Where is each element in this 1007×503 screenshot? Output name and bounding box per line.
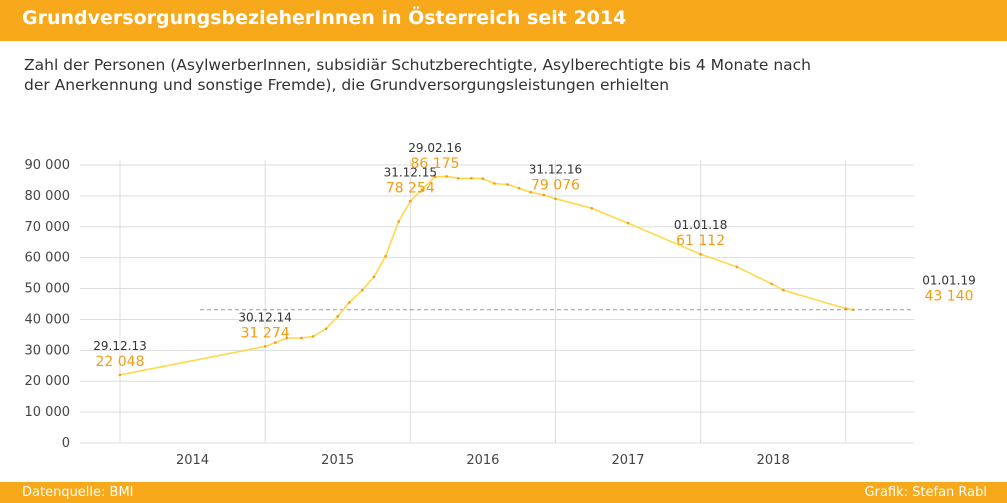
data-point bbox=[481, 177, 485, 180]
data-point bbox=[409, 199, 412, 203]
annotation-value: 61 112 bbox=[676, 233, 725, 249]
footer-bar: Datenquelle: BMI Grafik: Stefan Rabl bbox=[0, 482, 1007, 503]
data-point bbox=[590, 206, 594, 210]
y-tick-label: 0 bbox=[62, 436, 70, 451]
y-tick-label: 70 000 bbox=[25, 220, 71, 235]
data-point bbox=[324, 327, 328, 331]
data-point bbox=[118, 373, 122, 377]
line-chart: 0 10 000 20 000 30 000 40 000 50 000 60 000 70 … bbox=[25, 141, 976, 468]
data-point bbox=[263, 345, 267, 348]
data-point bbox=[348, 301, 351, 304]
data-point bbox=[517, 186, 521, 190]
data-point bbox=[493, 182, 496, 185]
subtitle-line-1: Zahl der Personen (AsylwerberInnen, subs… bbox=[24, 56, 811, 74]
y-tick-label: 20 000 bbox=[25, 374, 71, 389]
annotation-value: 43 140 bbox=[925, 289, 974, 305]
annotation-value: 79 076 bbox=[531, 178, 580, 194]
annotation-value: 31 274 bbox=[241, 325, 290, 341]
data-point bbox=[782, 288, 785, 292]
data-point bbox=[542, 193, 546, 197]
data-point bbox=[397, 220, 400, 223]
data-point bbox=[372, 275, 376, 279]
data-point bbox=[420, 188, 424, 192]
annotation-value: 78 254 bbox=[386, 180, 435, 196]
data-source: Datenquelle: BMI bbox=[22, 485, 134, 500]
annotation-date: 29.02.16 bbox=[408, 141, 461, 155]
annotation-value: 86 175 bbox=[410, 156, 459, 172]
y-tick-label: 90 000 bbox=[25, 158, 71, 173]
chart-subtitle: Zahl der Personen (AsylwerberInnen, subs… bbox=[24, 55, 864, 95]
data-point bbox=[626, 221, 630, 225]
y-tick-label: 80 000 bbox=[25, 189, 71, 204]
x-tick-label: 2016 bbox=[466, 453, 499, 468]
data-point bbox=[529, 190, 533, 194]
title-bar: GrundversorgungsbezieherInnen in Österre… bbox=[0, 0, 1007, 41]
y-tick-label: 30 000 bbox=[25, 343, 71, 358]
data-point bbox=[699, 252, 702, 256]
annotation-date: 31.12.16 bbox=[529, 163, 582, 177]
data-point bbox=[300, 336, 303, 340]
subtitle-line-2: der Anerkennung und sonstige Fremde), di… bbox=[24, 76, 670, 94]
y-tick-label: 50 000 bbox=[25, 282, 71, 297]
data-point bbox=[433, 175, 437, 179]
data-point bbox=[506, 183, 509, 186]
x-tick-label: 2018 bbox=[757, 453, 790, 468]
series-line bbox=[119, 175, 854, 376]
data-point bbox=[851, 308, 855, 312]
annotation-date: 31.12.15 bbox=[384, 165, 437, 179]
chart-title: GrundversorgungsbezieherInnen in Österre… bbox=[22, 7, 627, 29]
data-point bbox=[770, 282, 774, 286]
data-point bbox=[285, 336, 289, 340]
data-point bbox=[311, 335, 315, 338]
y-tick-label: 60 000 bbox=[25, 251, 71, 266]
x-tick-label: 2017 bbox=[611, 453, 644, 468]
y-tick-label: 40 000 bbox=[25, 312, 71, 327]
y-tick-label: 10 000 bbox=[25, 405, 71, 420]
data-point bbox=[456, 176, 460, 180]
data-point bbox=[274, 341, 277, 344]
data-point bbox=[554, 197, 557, 201]
annotation-date: 29.12.13 bbox=[93, 339, 146, 353]
annotation-value: 22 048 bbox=[96, 354, 145, 370]
data-point bbox=[361, 288, 364, 292]
x-tick-label: 2015 bbox=[321, 453, 354, 468]
annotation-date: 01.01.19 bbox=[922, 274, 975, 288]
data-point bbox=[844, 307, 848, 310]
chart-credit: Grafik: Stefan Rabl bbox=[864, 485, 987, 500]
x-tick-label: 2014 bbox=[176, 453, 209, 468]
data-point bbox=[735, 265, 739, 269]
annotation-date: 01.01.18 bbox=[674, 218, 727, 232]
data-point bbox=[469, 176, 473, 180]
data-point bbox=[384, 254, 387, 258]
annotation-date: 30.12.14 bbox=[238, 310, 291, 324]
data-point bbox=[445, 175, 448, 178]
data-point bbox=[336, 315, 340, 318]
